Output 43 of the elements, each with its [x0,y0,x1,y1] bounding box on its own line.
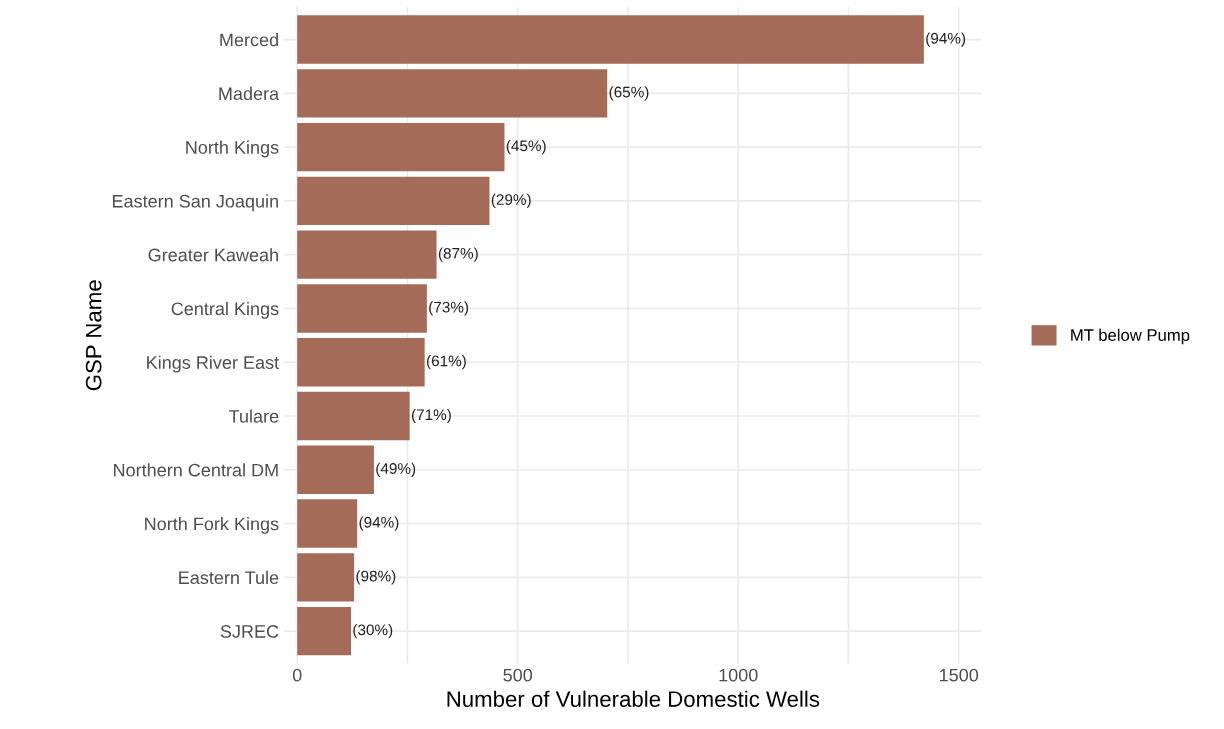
y-tick-label: Merced [220,33,278,47]
y-tick-label: Eastern San Joaquin [112,194,278,212]
annotation: (45%) [506,139,546,155]
bar [297,338,425,387]
x-tick-label: 1500 [940,668,979,682]
bar [297,445,374,494]
y-tick-label: North Fork Kings [145,517,279,534]
y-tick-label: Kings River East [147,355,279,373]
annotation: (61%) [426,355,466,370]
annotation: (87%) [438,247,478,262]
annotation: (29%) [491,193,531,209]
x-axis-title: Number of Vulnerable Domestic Wells [447,690,820,707]
annotation: (49%) [376,462,416,477]
y-tick-label: Central Kings [171,301,279,319]
bar [297,391,410,441]
annotation: (94%) [926,32,966,47]
annotation: (94%) [359,516,399,531]
annotation: (30%) [353,624,393,639]
bar [297,230,437,279]
bar [297,122,505,172]
y-tick-label: Madera [219,86,280,101]
annotation: (65%) [609,86,649,101]
legend-label: MT below Pump [1071,328,1190,345]
y-tick-label: SJREC [220,625,279,638]
annotation: (98%) [356,570,396,585]
bar [297,15,924,64]
x-tick-label: 500 [503,668,533,682]
annotation: (73%) [429,301,469,316]
y-tick-label: Greater Kaweah [148,248,278,262]
y-tick-label: Northern Central DM [114,463,278,477]
bar [297,176,490,226]
x-tick-label: 1000 [719,668,758,682]
bar [297,69,608,118]
x-tick-label: 0 [292,668,302,682]
y-tick-label: Tulare [229,409,279,423]
bar [297,284,427,333]
bar [297,553,355,602]
y-tick-label: Eastern Tule [179,570,279,585]
y-tick-label: North Kings [186,140,279,158]
annotation: (71%) [411,408,451,424]
bar [297,606,351,656]
y-axis-title: GSP Name [85,280,102,391]
bar [297,499,358,548]
